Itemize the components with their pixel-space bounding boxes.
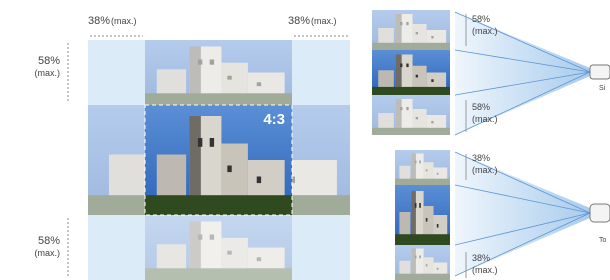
shift-area [292,40,350,105]
shift-note: (max.) [472,114,498,124]
shifted-image [145,215,292,280]
projected-image [395,185,450,245]
shift-percent: 38% [472,153,490,163]
shifted-image [372,95,450,135]
projector-label: Si [599,85,606,92]
shift-note: (max.) [311,16,337,26]
projector [590,65,610,79]
shift-area [88,215,145,280]
shifted-image [145,40,292,105]
shift-percent: 38% [472,253,490,263]
shifted-image [395,150,450,185]
shift-note: (max.) [35,68,61,78]
shift-percent: 58% [472,14,490,24]
shift-percent: 58% [472,102,490,112]
diagram: 4:3 38% (max.) 38% (max.) 58% (max.) 58%… [0,0,610,280]
shift-grid: 4:3 [88,40,350,280]
projector [590,204,610,222]
shifted-image [395,245,450,280]
shift-percent: 58% [38,55,60,67]
shift-note: (max.) [472,165,498,175]
shift-percent: 38% [288,15,310,27]
shift-note: (max.) [472,26,498,36]
projector-label: To [599,237,607,244]
shifted-image [372,10,450,50]
shift-note: (max.) [111,16,137,26]
shift-area [88,40,145,105]
shift-note: (max.) [35,248,61,258]
shift-area [292,215,350,280]
shift-note: (max.) [472,265,498,275]
projected-image [372,50,450,95]
shift-percent: 38% [88,15,110,27]
shift-percent: 58% [38,235,60,247]
aspect-label: 4:3 [263,111,285,128]
